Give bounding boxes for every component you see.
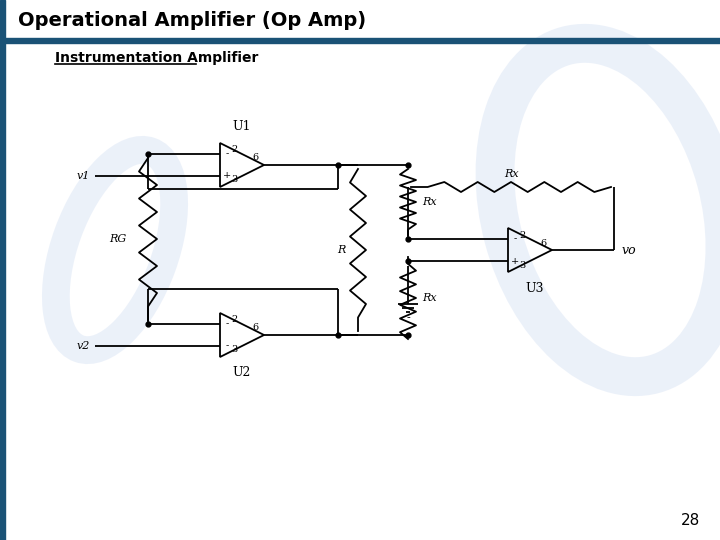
Text: 2: 2: [231, 145, 237, 154]
Text: Rx: Rx: [422, 293, 436, 303]
Text: -: -: [225, 320, 229, 328]
Text: Rx: Rx: [504, 169, 518, 179]
Bar: [0, 0, 5, 540]
Text: 2: 2: [231, 315, 237, 325]
Text: -: -: [513, 234, 517, 244]
Text: -: -: [225, 341, 229, 350]
Text: RG: RG: [109, 234, 126, 244]
Text: Rx: Rx: [422, 197, 436, 207]
Text: vo: vo: [622, 244, 636, 256]
Text: +: +: [511, 256, 519, 266]
Text: 2: 2: [519, 231, 525, 240]
Text: -: -: [406, 313, 410, 323]
Text: U1: U1: [233, 120, 251, 133]
Text: v2: v2: [76, 341, 90, 351]
Text: 3: 3: [519, 260, 525, 269]
Text: Operational Amplifier (Op Amp): Operational Amplifier (Op Amp): [18, 11, 366, 30]
Text: 6: 6: [252, 153, 258, 163]
Text: U3: U3: [526, 281, 544, 294]
Text: U2: U2: [233, 367, 251, 380]
Text: 6: 6: [252, 323, 258, 333]
Text: 28: 28: [680, 513, 700, 528]
Text: -: -: [225, 150, 229, 159]
Text: R: R: [338, 245, 346, 255]
Text: 3: 3: [231, 346, 237, 354]
Text: 6: 6: [540, 239, 546, 247]
Text: +: +: [223, 172, 231, 180]
Text: v1: v1: [76, 171, 90, 181]
Text: Instrumentation Amplifier: Instrumentation Amplifier: [55, 51, 258, 65]
Text: 3: 3: [231, 176, 237, 185]
Bar: [0, 38, 720, 43]
